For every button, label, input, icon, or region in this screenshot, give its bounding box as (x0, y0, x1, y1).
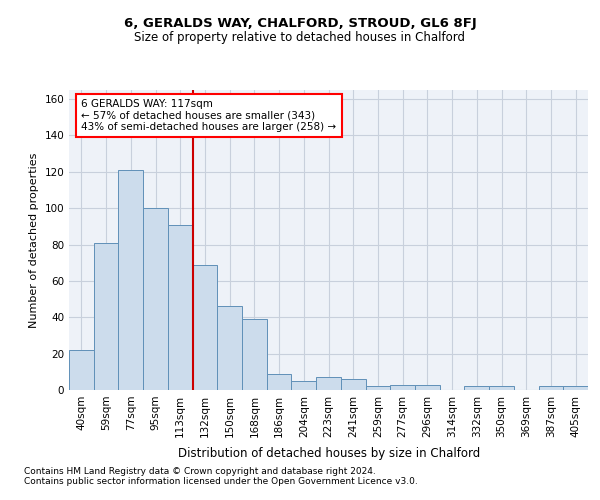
Bar (489, 386, 514, 390)
Bar (563, 386, 588, 390)
Bar (390, 384, 415, 390)
Bar (242, 319, 267, 390)
Text: Size of property relative to detached houses in Chalford: Size of property relative to detached ho… (134, 31, 466, 44)
Bar (539, 386, 563, 390)
Text: Contains public sector information licensed under the Open Government Licence v3: Contains public sector information licen… (24, 477, 418, 486)
Text: Distribution of detached houses by size in Chalford: Distribution of detached houses by size … (178, 448, 480, 460)
Y-axis label: Number of detached properties: Number of detached properties (29, 152, 39, 328)
Bar (341, 379, 365, 390)
Bar (464, 386, 489, 390)
Bar (69, 350, 94, 390)
Bar (365, 386, 390, 390)
Bar (415, 384, 440, 390)
Bar (267, 374, 292, 390)
Bar (292, 381, 316, 390)
Text: 6 GERALDS WAY: 117sqm
← 57% of detached houses are smaller (343)
43% of semi-det: 6 GERALDS WAY: 117sqm ← 57% of detached … (82, 99, 337, 132)
Bar (168, 224, 193, 390)
Text: Contains HM Land Registry data © Crown copyright and database right 2024.: Contains HM Land Registry data © Crown c… (24, 467, 376, 476)
Bar (118, 170, 143, 390)
Bar (316, 378, 341, 390)
Bar (94, 242, 118, 390)
Bar (143, 208, 168, 390)
Bar (217, 306, 242, 390)
Bar (193, 264, 217, 390)
Text: 6, GERALDS WAY, CHALFORD, STROUD, GL6 8FJ: 6, GERALDS WAY, CHALFORD, STROUD, GL6 8F… (124, 18, 476, 30)
